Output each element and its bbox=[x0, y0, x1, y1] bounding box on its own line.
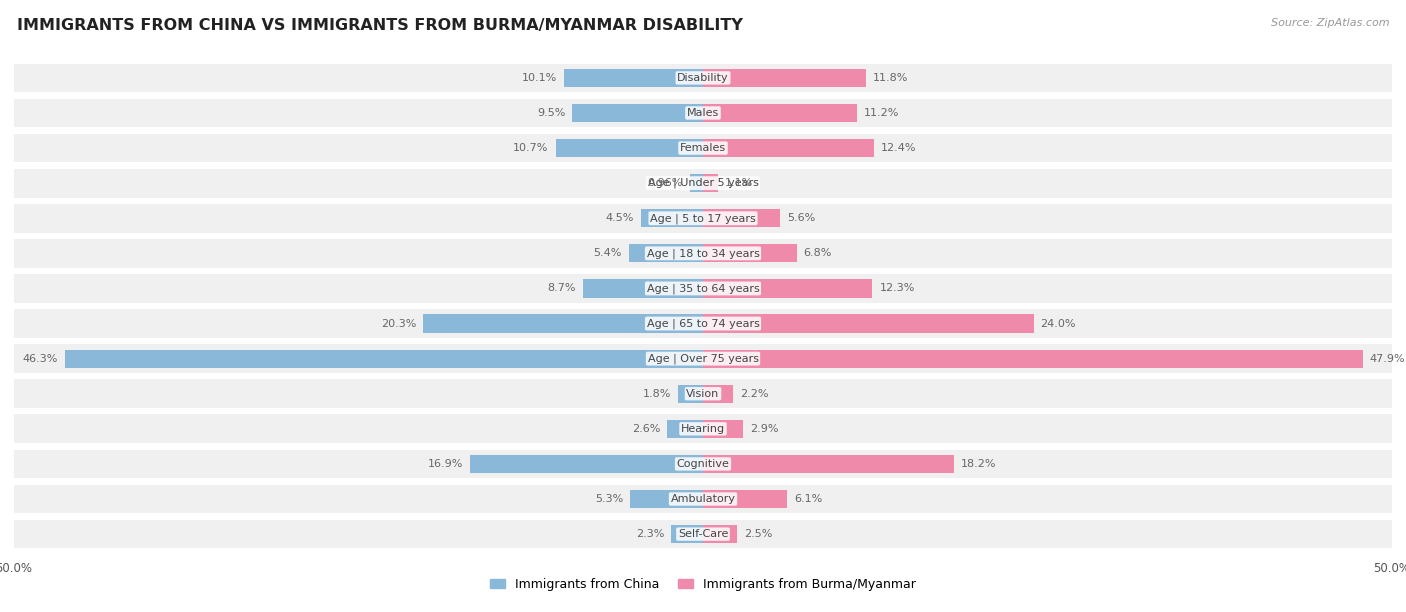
Bar bbox=[703, 279, 873, 297]
Text: 2.9%: 2.9% bbox=[749, 424, 779, 434]
Bar bbox=[703, 420, 742, 438]
Bar bbox=[14, 309, 1392, 338]
Text: 4.5%: 4.5% bbox=[606, 213, 634, 223]
Text: 24.0%: 24.0% bbox=[1040, 319, 1076, 329]
Bar bbox=[703, 209, 780, 228]
Text: Males: Males bbox=[688, 108, 718, 118]
Legend: Immigrants from China, Immigrants from Burma/Myanmar: Immigrants from China, Immigrants from B… bbox=[485, 573, 921, 596]
Text: 6.8%: 6.8% bbox=[804, 248, 832, 258]
Text: 10.7%: 10.7% bbox=[513, 143, 548, 153]
Bar bbox=[14, 520, 1392, 548]
Text: 5.6%: 5.6% bbox=[787, 213, 815, 223]
Text: Age | 35 to 64 years: Age | 35 to 64 years bbox=[647, 283, 759, 294]
Bar bbox=[628, 244, 703, 263]
Text: 2.6%: 2.6% bbox=[631, 424, 661, 434]
Text: 11.2%: 11.2% bbox=[865, 108, 900, 118]
Text: 18.2%: 18.2% bbox=[960, 459, 997, 469]
Bar bbox=[703, 104, 858, 122]
Bar bbox=[14, 239, 1392, 267]
Bar bbox=[423, 315, 703, 333]
Text: Disability: Disability bbox=[678, 73, 728, 83]
Bar bbox=[703, 315, 1033, 333]
Text: Age | 65 to 74 years: Age | 65 to 74 years bbox=[647, 318, 759, 329]
Bar bbox=[14, 414, 1392, 443]
Bar bbox=[668, 420, 703, 438]
Bar bbox=[630, 490, 703, 508]
Bar bbox=[564, 69, 703, 87]
Bar bbox=[583, 279, 703, 297]
Bar bbox=[703, 384, 734, 403]
Bar bbox=[65, 349, 703, 368]
Bar bbox=[703, 490, 787, 508]
Text: 20.3%: 20.3% bbox=[381, 319, 416, 329]
Bar bbox=[14, 99, 1392, 127]
Bar bbox=[690, 174, 703, 192]
Text: 11.8%: 11.8% bbox=[873, 73, 908, 83]
Bar bbox=[703, 174, 718, 192]
Text: Age | 5 to 17 years: Age | 5 to 17 years bbox=[650, 213, 756, 223]
Text: 16.9%: 16.9% bbox=[427, 459, 463, 469]
Bar bbox=[14, 169, 1392, 198]
Bar bbox=[14, 204, 1392, 233]
Text: IMMIGRANTS FROM CHINA VS IMMIGRANTS FROM BURMA/MYANMAR DISABILITY: IMMIGRANTS FROM CHINA VS IMMIGRANTS FROM… bbox=[17, 18, 742, 34]
Text: Self-Care: Self-Care bbox=[678, 529, 728, 539]
Text: 2.2%: 2.2% bbox=[740, 389, 769, 399]
Text: 12.3%: 12.3% bbox=[879, 283, 915, 293]
Bar bbox=[14, 64, 1392, 92]
Text: Source: ZipAtlas.com: Source: ZipAtlas.com bbox=[1271, 18, 1389, 28]
Text: Vision: Vision bbox=[686, 389, 720, 399]
Text: 8.7%: 8.7% bbox=[548, 283, 576, 293]
Text: 46.3%: 46.3% bbox=[22, 354, 58, 364]
Text: 0.96%: 0.96% bbox=[648, 178, 683, 188]
Text: 9.5%: 9.5% bbox=[537, 108, 565, 118]
Bar bbox=[14, 345, 1392, 373]
Text: Age | Under 5 years: Age | Under 5 years bbox=[648, 178, 758, 188]
Bar bbox=[703, 139, 875, 157]
Bar bbox=[14, 379, 1392, 408]
Text: 1.1%: 1.1% bbox=[725, 178, 754, 188]
Text: 10.1%: 10.1% bbox=[522, 73, 557, 83]
Text: 47.9%: 47.9% bbox=[1369, 354, 1406, 364]
Text: 5.3%: 5.3% bbox=[595, 494, 623, 504]
Bar bbox=[678, 384, 703, 403]
Bar bbox=[470, 455, 703, 473]
Bar bbox=[703, 525, 738, 543]
Text: 1.8%: 1.8% bbox=[643, 389, 671, 399]
Text: Age | 18 to 34 years: Age | 18 to 34 years bbox=[647, 248, 759, 259]
Bar bbox=[572, 104, 703, 122]
Bar bbox=[14, 274, 1392, 303]
Bar bbox=[671, 525, 703, 543]
Text: 5.4%: 5.4% bbox=[593, 248, 621, 258]
Bar bbox=[703, 455, 953, 473]
Bar bbox=[703, 349, 1362, 368]
Text: Females: Females bbox=[681, 143, 725, 153]
Text: Hearing: Hearing bbox=[681, 424, 725, 434]
Text: 6.1%: 6.1% bbox=[794, 494, 823, 504]
Bar bbox=[555, 139, 703, 157]
Bar bbox=[703, 69, 866, 87]
Bar bbox=[14, 485, 1392, 513]
Bar bbox=[703, 244, 797, 263]
Bar bbox=[641, 209, 703, 228]
Bar bbox=[14, 450, 1392, 479]
Text: Cognitive: Cognitive bbox=[676, 459, 730, 469]
Text: 2.3%: 2.3% bbox=[636, 529, 665, 539]
Text: 12.4%: 12.4% bbox=[880, 143, 917, 153]
Text: Age | Over 75 years: Age | Over 75 years bbox=[648, 353, 758, 364]
Text: 2.5%: 2.5% bbox=[744, 529, 773, 539]
Text: Ambulatory: Ambulatory bbox=[671, 494, 735, 504]
Bar bbox=[14, 133, 1392, 162]
